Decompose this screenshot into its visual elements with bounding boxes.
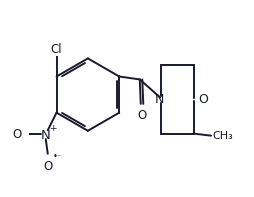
Text: O: O [137,109,147,122]
Text: O: O [198,93,208,106]
Text: N: N [41,129,51,142]
Text: Cl: Cl [51,43,62,56]
Text: N: N [155,93,164,106]
Text: O: O [43,160,52,173]
Text: CH₃: CH₃ [212,131,233,141]
Text: O: O [12,128,22,141]
Text: +: + [50,125,57,133]
Text: •⁻: •⁻ [53,152,62,161]
